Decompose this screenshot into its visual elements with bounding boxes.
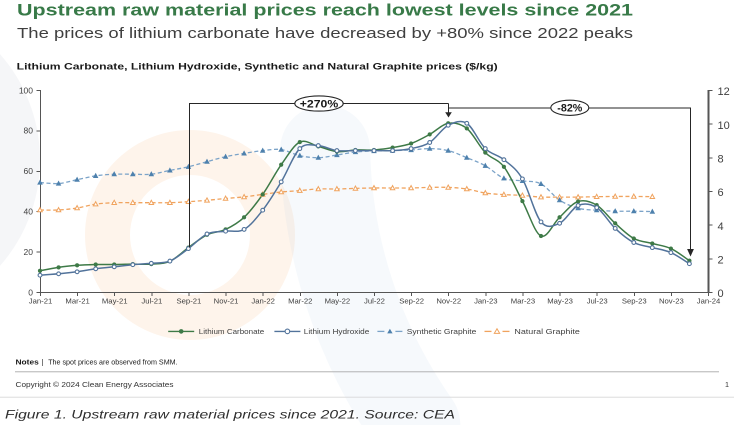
svg-text:Notes: Notes	[16, 357, 39, 366]
svg-text:1: 1	[725, 380, 729, 389]
svg-text:20: 20	[24, 247, 34, 257]
svg-text:40: 40	[24, 207, 34, 217]
svg-text:May-22: May-22	[325, 297, 351, 306]
svg-text:Synthetic Graphite: Synthetic Graphite	[407, 327, 477, 336]
svg-text:Copyright © 2024 Clean Energy: Copyright © 2024 Clean Energy Associates	[16, 380, 174, 389]
svg-text:Jul-21: Jul-21	[141, 297, 162, 306]
svg-text:60: 60	[24, 166, 34, 176]
svg-text:Mar-21: Mar-21	[65, 297, 89, 306]
svg-text:Jul-23: Jul-23	[587, 297, 608, 306]
svg-text:Jan-22: Jan-22	[251, 297, 275, 306]
svg-text:Lithium Carbonate: Lithium Carbonate	[199, 327, 264, 336]
svg-text:Jul-22: Jul-22	[364, 297, 385, 306]
svg-text:Jan-24: Jan-24	[697, 297, 721, 306]
svg-text:0: 0	[718, 288, 724, 300]
svg-text:Lithium Carbonate, Lithium Hyd: Lithium Carbonate, Lithium Hydroxide, Sy…	[17, 62, 498, 72]
svg-text:Nov-23: Nov-23	[659, 297, 684, 306]
svg-text:+270%: +270%	[300, 98, 339, 110]
svg-text:Nov-22: Nov-22	[436, 297, 461, 306]
svg-text:100: 100	[19, 85, 33, 95]
svg-text:Figure 1. Upstream raw materia: Figure 1. Upstream raw material prices s…	[5, 408, 455, 422]
svg-text:Sep-21: Sep-21	[177, 297, 202, 306]
svg-text:The spot prices are observed f: The spot prices are observed from SMM.	[48, 357, 177, 366]
svg-text:10: 10	[718, 120, 730, 132]
svg-text:Sep-22: Sep-22	[399, 297, 424, 306]
svg-text:Mar-22: Mar-22	[288, 297, 312, 306]
svg-text:6: 6	[718, 187, 724, 199]
svg-text:Mar-23: Mar-23	[511, 297, 535, 306]
svg-text:12: 12	[718, 86, 730, 98]
svg-text:2: 2	[718, 254, 724, 266]
svg-text:The prices of lithium carbonat: The prices of lithium carbonate have dec…	[17, 25, 633, 42]
svg-text:May-21: May-21	[102, 297, 128, 306]
svg-text:4: 4	[718, 221, 724, 233]
svg-text:0: 0	[28, 287, 33, 297]
svg-text:|: |	[41, 357, 43, 366]
svg-text:80: 80	[24, 126, 34, 136]
svg-text:Nov-21: Nov-21	[214, 297, 239, 306]
svg-text:May-23: May-23	[547, 297, 573, 306]
svg-text:Natural Graphite: Natural Graphite	[514, 327, 579, 336]
svg-text:Upstream raw material prices r: Upstream raw material prices reach lowes…	[17, 1, 633, 20]
svg-text:Lithium Hydroxide: Lithium Hydroxide	[304, 327, 370, 336]
svg-text:8: 8	[718, 153, 724, 165]
svg-text:-82%: -82%	[557, 103, 582, 115]
svg-text:Sep-23: Sep-23	[622, 297, 647, 306]
svg-text:Jan-23: Jan-23	[474, 297, 498, 306]
svg-text:Jan-21: Jan-21	[29, 297, 53, 306]
